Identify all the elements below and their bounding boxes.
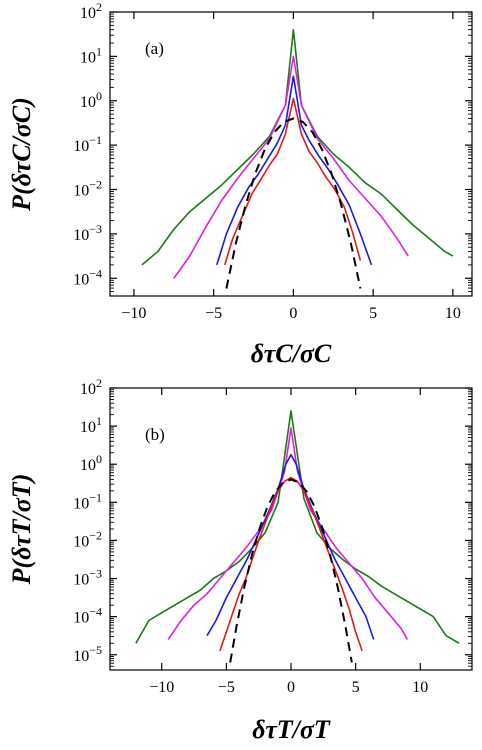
y-tick-label-a-5: 101 [80,44,102,66]
y-tick-label-b-6: 101 [80,414,102,436]
y-tick-label-a-3: 10−1 [73,133,102,155]
panel-label-b: (b) [145,425,165,444]
y-tick-label-a-0: 10−4 [73,266,102,288]
y-tick-label-a-6: 102 [80,0,102,22]
ticks-layer-a: −10 −5 0 5 10 10−4 10−3 10−2 10−1 100 101 102 [73,0,472,322]
x-axis-title-a: δτC/σC [251,339,332,368]
series-layer-a [141,28,454,289]
series-line-a-0 [141,28,454,266]
panel-label-a: (a) [145,39,164,58]
y-axis-title-b: P(δτT/σT) [7,474,36,586]
panel-a: −10 −5 0 5 10 10−4 10−3 10−2 10−1 100 101 102 (a) δ… [7,0,473,368]
x-tick-label-b-1: −5 [218,679,235,696]
series-line-b-3 [219,476,363,652]
plot-frame-a [109,11,473,297]
y-tick-label-b-4: 10−1 [73,490,102,512]
x-tick-label-a-4: 10 [445,305,461,322]
y-tick-label-a-1: 10−3 [73,222,102,244]
y-axis-title-a: P(δτC/σC) [7,97,36,212]
series-line-b-2 [206,453,375,640]
x-tick-label-b-3: 5 [352,679,360,696]
series-line-b-1 [167,427,409,640]
x-tick-label-b-0: −10 [149,679,174,696]
x-tick-label-a-3: 5 [369,305,377,322]
y-tick-label-b-3: 10−2 [73,528,102,550]
panel-b: −10 −5 0 5 10 10−5 10−4 10−3 10−2 10−1 100 101 102 (… [7,376,473,744]
series-line-a-3 [224,97,362,266]
series-line-a-4 [225,117,362,289]
y-tick-label-b-2: 10−3 [73,567,102,589]
y-tick-label-b-5: 100 [80,452,102,474]
series-layer-b [135,410,460,663]
series-line-b-4 [229,478,353,663]
x-tick-label-b-2: 0 [287,679,295,696]
y-tick-label-b-0: 10−5 [73,643,102,665]
x-axis-title-b: δτT/σT [252,715,331,744]
y-tick-label-a-4: 100 [80,89,102,111]
y-tick-label-b-1: 10−4 [73,605,102,627]
series-line-b-0 [135,410,460,644]
series-line-a-2 [216,75,373,266]
x-tick-label-a-0: −10 [121,305,146,322]
ticks-layer-b: −10 −5 0 5 10 10−5 10−4 10−3 10−2 10−1 100 101 102 [73,376,472,696]
series-line-a-1 [173,55,409,279]
x-tick-label-a-1: −5 [205,305,222,322]
x-tick-label-b-4: 10 [412,679,428,696]
y-tick-label-b-7: 102 [80,376,102,398]
y-tick-label-a-2: 10−2 [73,178,102,200]
x-tick-label-a-2: 0 [289,305,297,322]
